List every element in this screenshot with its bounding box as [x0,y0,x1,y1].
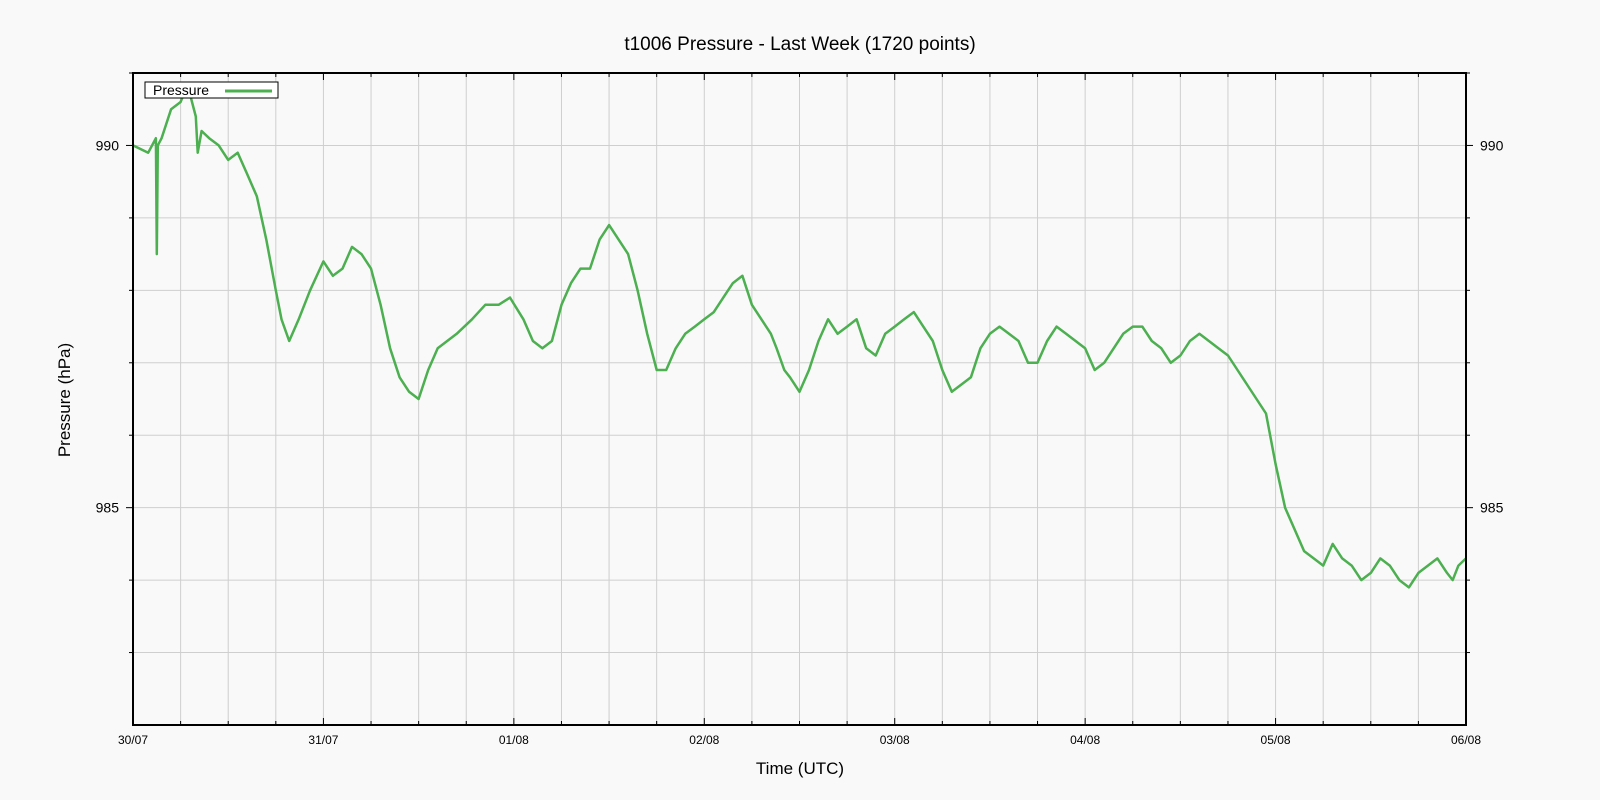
legend: Pressure [144,81,279,99]
x-tick-label: 06/08 [1451,733,1481,747]
tick-labels: 985 985 990 990 30/07 31/07 01/08 02/08 03/08 04/… [96,137,1504,747]
series-line-pressure [132,86,1467,589]
y-tick-label-right: 985 [1480,500,1504,516]
series-layer [132,86,1467,589]
legend-box [144,81,279,99]
y-tick-label-right: 990 [1480,137,1504,153]
chart-title: t1006 Pressure - Last Week (1720 points) [624,34,975,55]
x-axis-label: Time (UTC) [756,759,844,778]
plot-frame [132,72,1467,726]
x-tick-label: 02/08 [689,733,719,747]
x-tick-label: 05/08 [1261,733,1291,747]
x-tick-label: 03/08 [880,733,910,747]
y-axis-label: Pressure (hPa) [55,343,74,457]
legend-label-pressure: Pressure [153,82,209,98]
x-tick-label: 31/07 [308,733,338,747]
x-tick-label: 04/08 [1070,733,1100,747]
y-tick-label-left: 985 [96,500,120,516]
x-tick-label: 30/07 [118,733,148,747]
x-tick-label: 01/08 [499,733,529,747]
y-tick-label-left: 990 [96,137,120,153]
